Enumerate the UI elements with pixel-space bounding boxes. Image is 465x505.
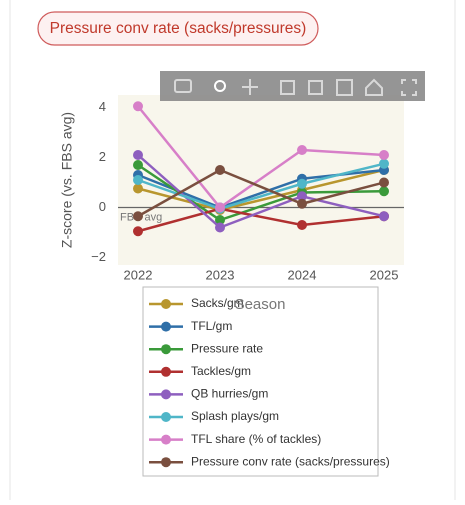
y-tick-label: −2 xyxy=(91,249,106,264)
point xyxy=(215,215,225,225)
filter-button[interactable] xyxy=(37,11,319,46)
zoom-icon[interactable] xyxy=(214,80,226,92)
legend-label: Pressure rate xyxy=(191,341,263,355)
point xyxy=(215,222,225,233)
legend-marker xyxy=(161,321,171,332)
legend: Sacks/gm TFL/gm Pressure rate Tackles/gm QB … xyxy=(149,296,390,468)
point xyxy=(379,177,389,188)
point xyxy=(215,202,225,213)
legend-marker xyxy=(161,389,171,400)
y-tick-label: 4 xyxy=(99,99,106,114)
y-tick-label: 2 xyxy=(99,149,106,164)
legend-label: QB hurries/gm xyxy=(191,387,268,401)
legend-label: TFL share (% of tackles) xyxy=(191,432,321,446)
home-icon[interactable] xyxy=(365,78,383,96)
modebar-bg xyxy=(160,71,425,101)
series-line xyxy=(137,105,385,210)
legend-box xyxy=(142,286,379,477)
point xyxy=(133,226,143,237)
point xyxy=(297,220,307,230)
x-tick-label: 2025 xyxy=(370,267,399,282)
point xyxy=(133,150,143,160)
x-tick-label: 2022 xyxy=(124,267,153,282)
point xyxy=(379,158,389,169)
x-tick-label: 2023 xyxy=(206,267,235,282)
series-line xyxy=(137,168,385,212)
point xyxy=(133,160,143,170)
legend-marker xyxy=(161,457,171,468)
legend-marker xyxy=(161,366,171,377)
point xyxy=(379,211,389,222)
legend-label: TFL/gm xyxy=(191,319,232,333)
point xyxy=(133,101,143,112)
x-tick-label: 2024 xyxy=(288,267,317,282)
legend-marker xyxy=(161,412,171,422)
point xyxy=(379,150,389,160)
modebar xyxy=(160,71,425,101)
point xyxy=(215,165,225,175)
point xyxy=(297,145,307,155)
autoscale-icon[interactable] xyxy=(336,79,353,96)
pan-icon[interactable] xyxy=(242,79,258,95)
zoom-in-icon[interactable] xyxy=(280,80,295,95)
legend-label: Splash plays/gm xyxy=(191,409,279,423)
point xyxy=(297,178,307,189)
point xyxy=(133,183,143,194)
legend-marker xyxy=(161,299,171,309)
legend-marker xyxy=(161,344,171,355)
series-line xyxy=(137,207,385,233)
point xyxy=(297,198,307,209)
y-tick-label: 0 xyxy=(99,199,106,214)
x-axis-title: Season xyxy=(235,296,286,313)
zoom-out-icon[interactable] xyxy=(308,80,323,95)
legend-label: Pressure conv rate (sacks/pressures) xyxy=(191,454,390,468)
legend-label: Sacks/gm xyxy=(191,296,244,310)
series-line xyxy=(137,154,385,229)
legend-label: Tackles/gm xyxy=(191,364,251,378)
point xyxy=(379,186,389,197)
series-line xyxy=(137,168,385,218)
legend-marker xyxy=(161,434,171,445)
camera-icon[interactable] xyxy=(174,79,192,93)
point xyxy=(133,211,143,222)
point xyxy=(297,191,307,202)
y-axis-title: Z-score (vs. FBS avg) xyxy=(59,112,75,248)
fullscreen-icon[interactable] xyxy=(401,79,417,96)
filter-button-label[interactable]: Pressure conv rate (sacks/pressures) xyxy=(50,20,307,37)
point xyxy=(133,175,143,185)
